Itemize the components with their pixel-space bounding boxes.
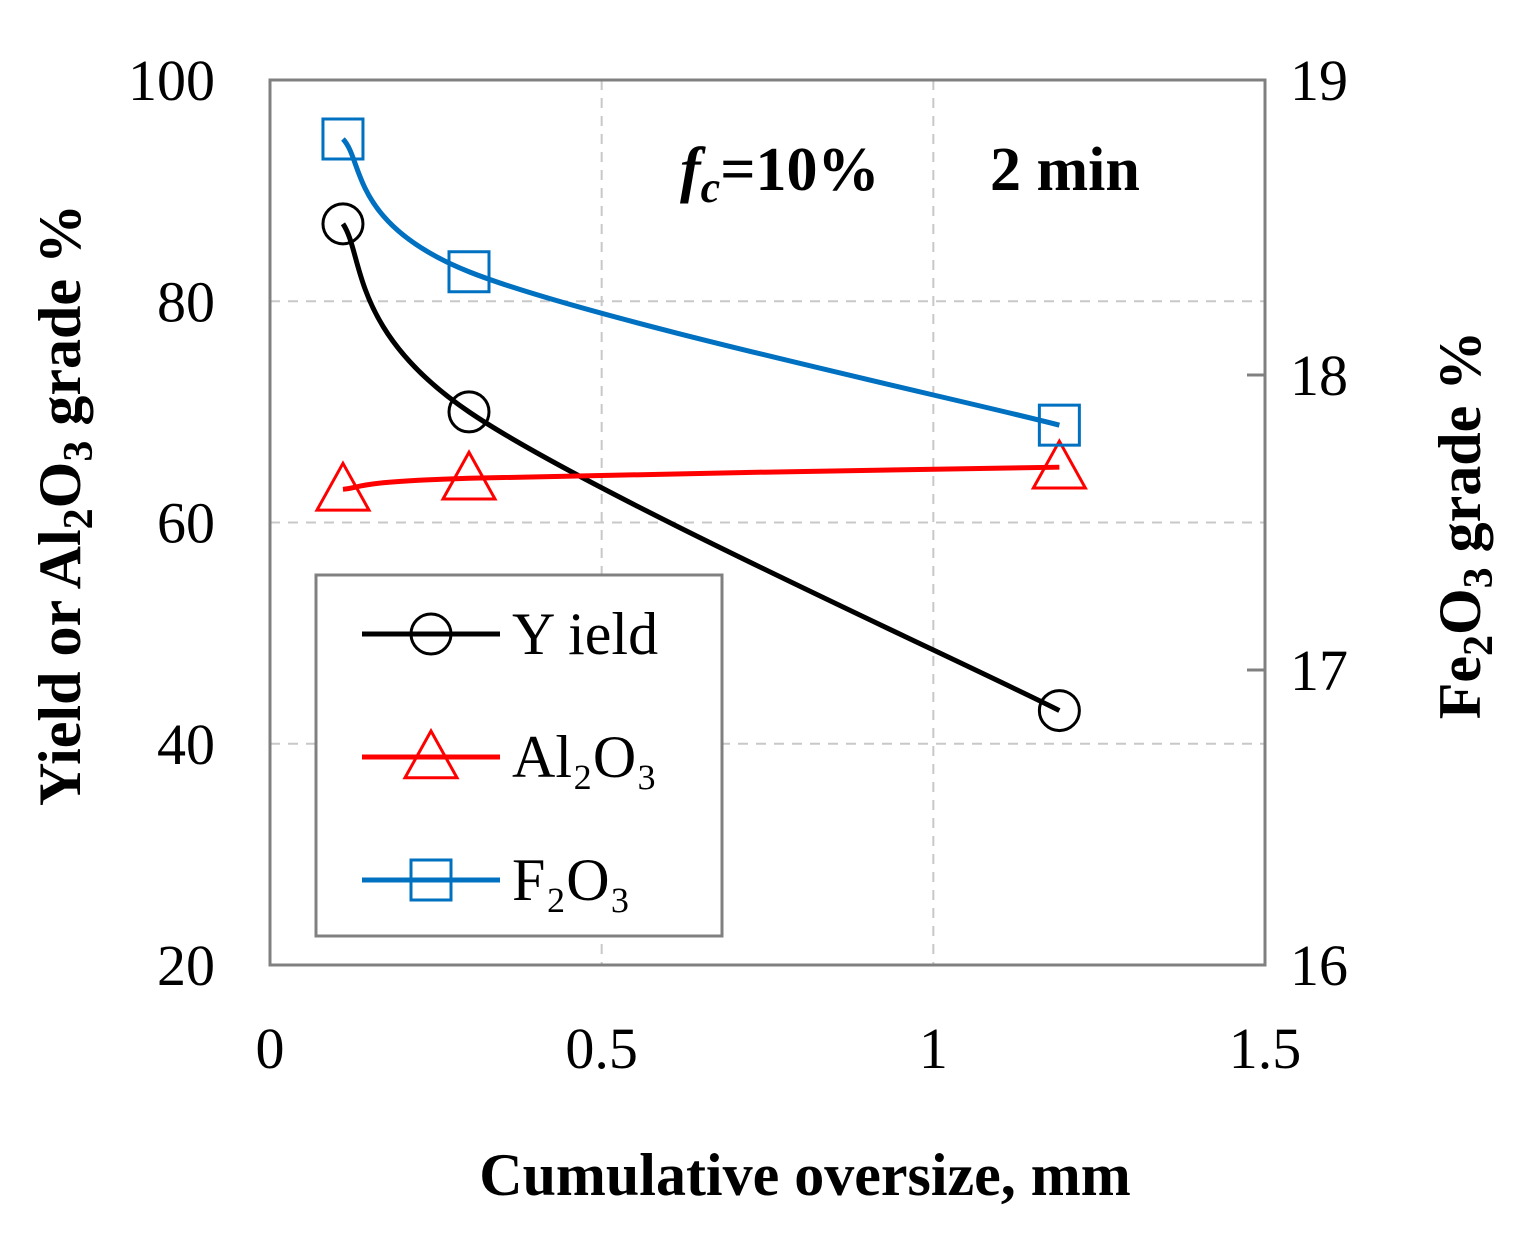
data-point-yield [1037,689,1081,733]
data-point-yield [447,390,491,434]
legend: Y ield Al₂O₃ F₂O₃ [314,573,724,938]
x-tick-label: 0.5 [565,1016,638,1081]
y-left-tick-label: 20 [157,933,215,998]
annotation-time: 2 min [990,136,1140,204]
x-tick-label: 1.5 [1229,1016,1302,1081]
plot-area-border [268,78,1267,967]
legend-item-f2o3: F₂O₃ [362,847,631,913]
x-axis-title: Cumulative oversize, mm [479,1142,1131,1208]
x-axis-ticks: 0 0.5 1 1.5 [256,1016,1302,1081]
series-layer [314,117,1088,733]
legend-marker [409,858,453,902]
legend-item-al2o3: Al₂O₃ [362,724,657,790]
series-yield [321,202,1081,733]
legend-marker [402,727,460,780]
series-line-yield [340,222,1061,713]
y-left-tick-label: 80 [157,269,215,334]
data-point-f2o3 [447,250,491,294]
series-line-al2o3 [342,464,1060,492]
data-point-al2o3 [440,449,498,501]
data-point-f2o3 [1037,403,1081,447]
data-point-al2o3 [1030,438,1088,490]
series-al2o3 [314,438,1088,512]
y-right-tick-label: 17 [1290,638,1348,703]
legend-label: Y ield [512,601,658,667]
annotation-condition: fc=10% [680,136,880,212]
y-right-tick-label: 16 [1290,933,1348,998]
legend-marker [409,612,453,656]
legend-label: F₂O₃ [512,847,631,913]
data-point-yield [321,202,365,246]
legend-items: Y ield Al₂O₃ F₂O₃ [362,601,658,913]
left-axis-title: Yield or Al2O3 grade % [27,204,102,806]
x-tick-label: 0 [256,1016,285,1081]
data-point-al2o3 [314,460,372,512]
y-right-tick-label: 19 [1290,48,1348,113]
data-point-f2o3 [321,117,365,161]
y-left-tick-label: 60 [157,491,215,556]
series-line-f2o3 [341,137,1060,428]
right-axis-title: Fe2O3 grade % [1427,331,1502,720]
legend-label: Al₂O₃ [512,724,657,790]
legend-item-yield: Y ield [362,601,658,667]
left-axis-ticks: 20 40 60 80 100 [128,48,215,998]
y-left-tick-label: 40 [157,712,215,777]
x-tick-label: 1 [919,1016,948,1081]
y-right-tick-label: 18 [1290,343,1348,408]
y-left-tick-label: 100 [128,48,215,113]
series-f2o3 [321,117,1081,447]
right-axis-ticks: 16 17 18 19 [1247,48,1348,998]
